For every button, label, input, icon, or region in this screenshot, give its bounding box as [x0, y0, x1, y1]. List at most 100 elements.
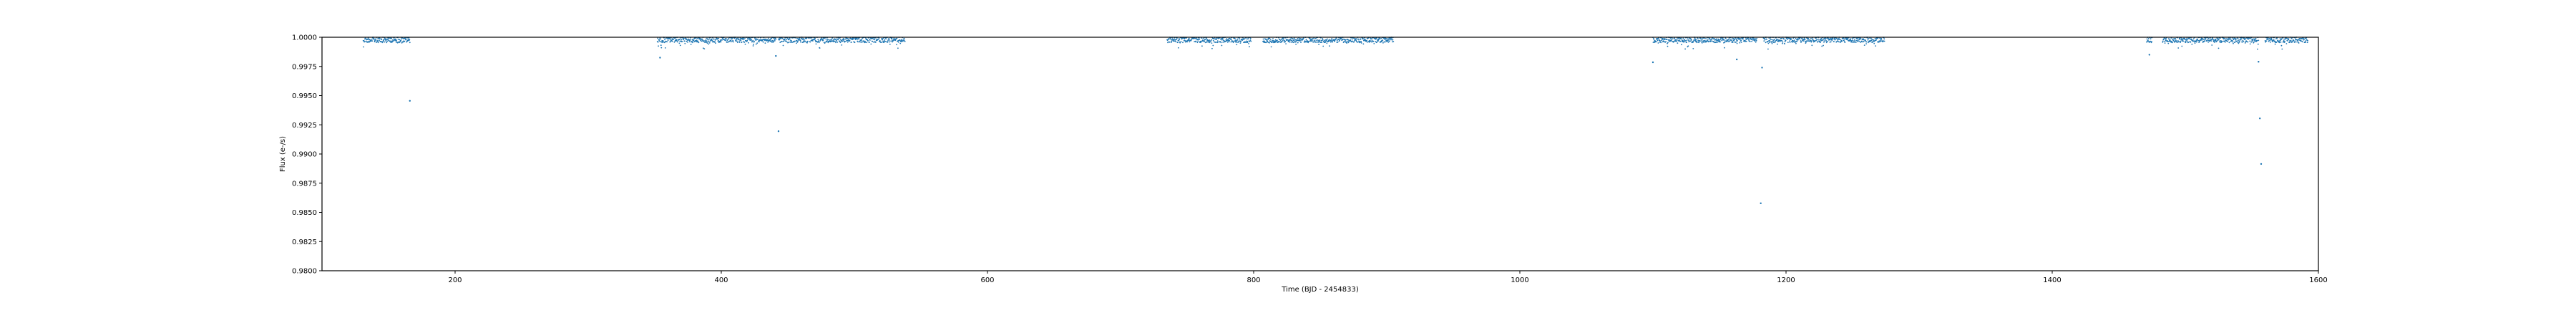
data-point	[2167, 38, 2170, 40]
data-point	[706, 42, 708, 44]
data-point	[365, 41, 367, 43]
data-point	[1810, 37, 1812, 39]
data-point	[869, 42, 870, 43]
data-point	[371, 38, 373, 40]
x-tick-label: 200	[448, 276, 462, 284]
data-point	[693, 39, 695, 41]
data-point	[1732, 42, 1734, 43]
data-point	[2244, 39, 2246, 41]
data-point	[715, 38, 717, 40]
data-point	[693, 37, 696, 39]
data-point	[802, 39, 804, 40]
data-point	[2181, 38, 2182, 40]
data-point	[2303, 39, 2305, 40]
data-point	[1216, 42, 1219, 44]
data-point	[1230, 39, 1232, 41]
data-point	[2211, 44, 2213, 46]
data-point	[1724, 42, 1726, 43]
data-point	[662, 40, 664, 42]
data-point	[679, 41, 681, 42]
data-point	[2182, 39, 2184, 41]
data-point	[2207, 37, 2210, 39]
data-point	[1799, 38, 1801, 40]
data-point	[2286, 40, 2288, 42]
data-point	[882, 39, 883, 41]
data-point	[1679, 40, 1682, 42]
data-point	[1339, 39, 1340, 42]
data-point	[1696, 40, 1697, 42]
data-point	[657, 41, 659, 43]
data-point	[2218, 38, 2219, 40]
y-tick-label: 0.9975	[292, 63, 317, 71]
data-point	[1857, 38, 1858, 40]
data-point	[1834, 37, 1835, 39]
data-point	[2307, 39, 2309, 42]
data-point	[1371, 38, 1372, 40]
data-point	[1322, 38, 1324, 39]
data-points	[362, 37, 2309, 204]
data-point	[2165, 39, 2167, 41]
data-point	[368, 38, 369, 40]
data-point	[706, 40, 708, 42]
data-point	[761, 39, 763, 42]
data-point	[826, 40, 829, 42]
data-point	[1869, 37, 1871, 39]
data-point	[789, 39, 790, 40]
data-point	[839, 42, 841, 44]
data-point	[1214, 41, 1215, 43]
data-point	[1693, 39, 1695, 41]
data-point	[863, 40, 864, 42]
data-point	[2175, 39, 2177, 42]
data-point	[1384, 39, 1386, 40]
data-point	[1804, 38, 1805, 39]
data-point	[801, 37, 803, 39]
data-point	[384, 37, 386, 39]
data-point	[2298, 39, 2300, 41]
plot-background	[322, 37, 2318, 271]
data-point	[1844, 42, 1846, 43]
data-point	[1737, 37, 1740, 39]
data-point	[749, 39, 751, 41]
data-point	[1315, 37, 1317, 39]
data-point	[1658, 38, 1660, 40]
data-point	[389, 40, 391, 42]
data-point	[2223, 37, 2225, 39]
data-point	[1775, 40, 1777, 42]
data-point	[1852, 39, 1853, 41]
data-point	[861, 42, 863, 43]
dip-point	[1761, 67, 1763, 69]
data-point	[859, 41, 861, 43]
data-point	[1790, 38, 1792, 40]
data-point	[2165, 37, 2167, 39]
data-point	[2191, 43, 2193, 45]
data-point	[1659, 42, 1661, 43]
data-point	[1812, 38, 1814, 40]
data-point	[1221, 38, 1224, 40]
data-point	[1716, 42, 1718, 44]
data-point	[864, 42, 867, 43]
data-point	[1686, 39, 1688, 42]
data-point	[1329, 45, 1330, 47]
data-point	[678, 42, 680, 44]
data-point	[818, 40, 820, 42]
data-point	[1195, 40, 1197, 42]
data-point	[708, 40, 709, 42]
data-point	[1362, 43, 1365, 45]
data-point	[756, 42, 758, 44]
data-point	[741, 42, 743, 44]
data-point	[1776, 39, 1778, 42]
data-point	[1236, 38, 1239, 40]
data-point	[381, 41, 384, 43]
data-point	[1715, 39, 1717, 41]
data-point	[1206, 42, 1208, 43]
data-point	[719, 41, 721, 43]
data-point	[409, 39, 411, 40]
data-point	[667, 39, 669, 42]
data-point	[1767, 42, 1770, 44]
data-point	[2186, 38, 2187, 40]
data-point	[1283, 42, 1285, 43]
data-point	[878, 37, 880, 39]
data-point	[1690, 38, 1692, 40]
data-point	[1376, 37, 1377, 39]
